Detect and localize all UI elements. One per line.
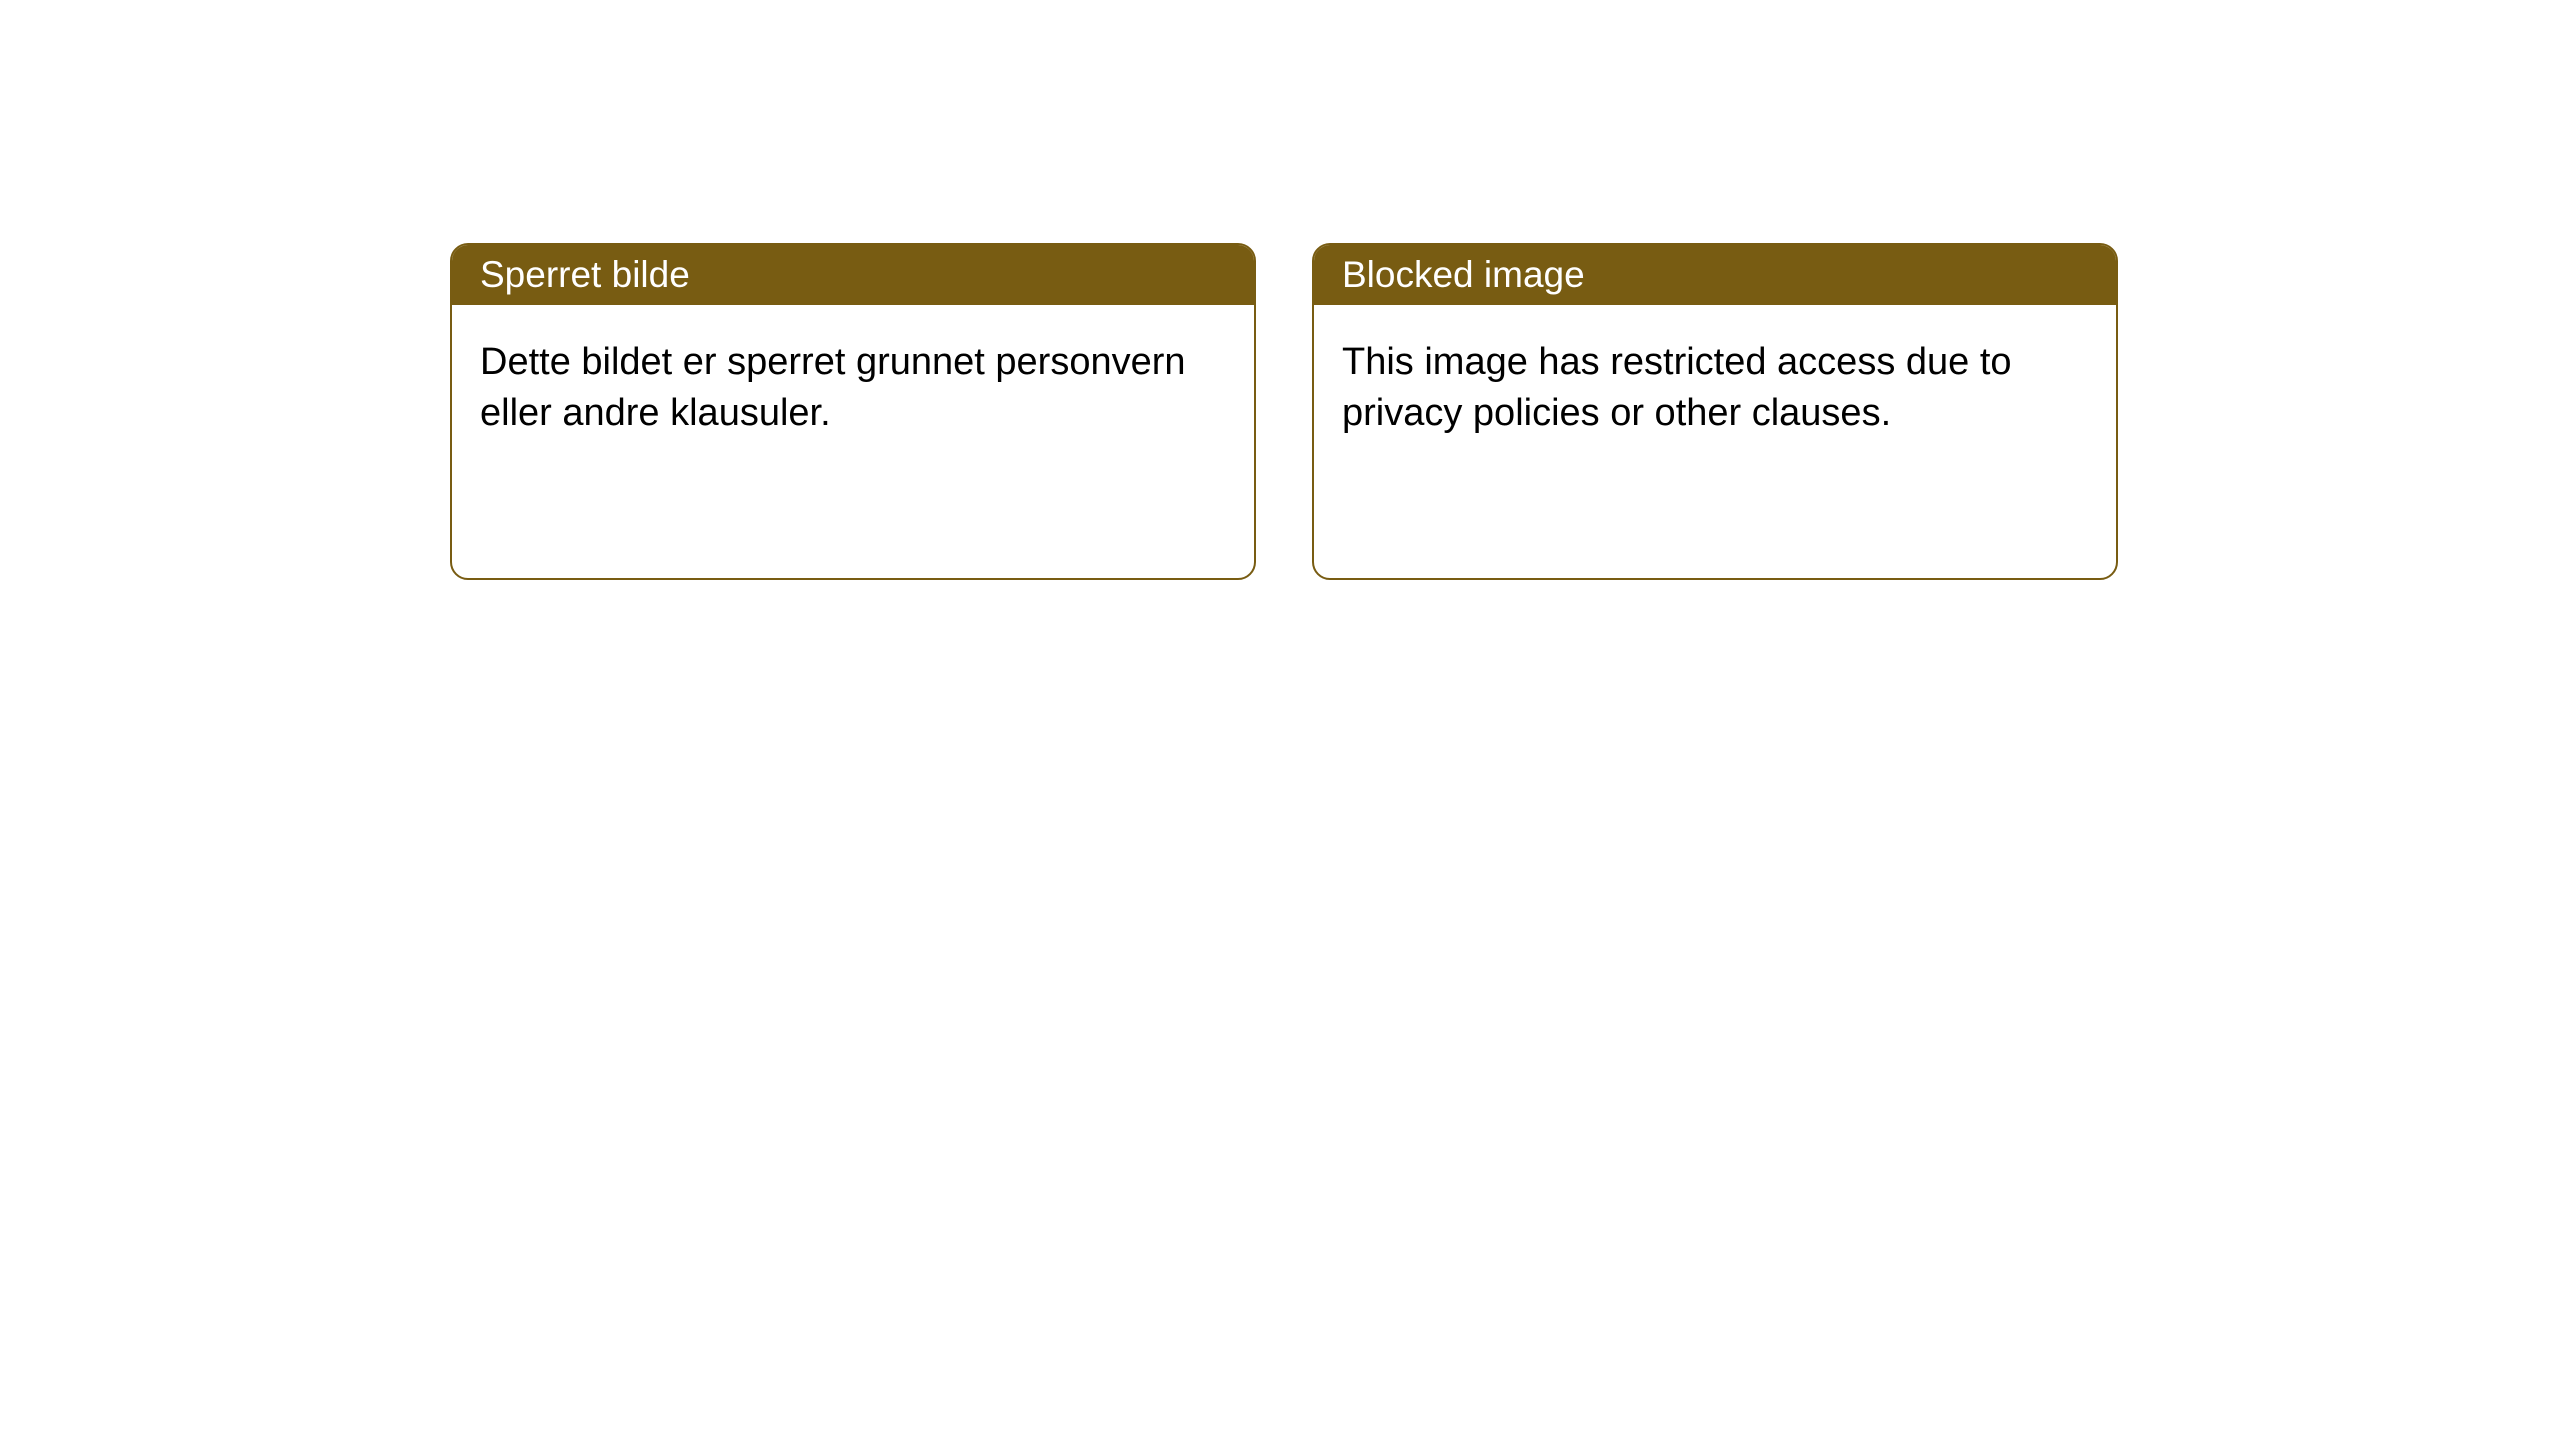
notice-body: Dette bildet er sperret grunnet personve… — [452, 305, 1254, 472]
notice-title: Blocked image — [1342, 254, 1585, 296]
notice-card-english: Blocked image This image has restricted … — [1312, 243, 2118, 580]
notice-title: Sperret bilde — [480, 254, 690, 296]
notice-body-text: Dette bildet er sperret grunnet personve… — [480, 341, 1186, 434]
notice-body-text: This image has restricted access due to … — [1342, 341, 2012, 434]
notice-header: Sperret bilde — [452, 245, 1254, 305]
notice-header: Blocked image — [1314, 245, 2116, 305]
notice-body: This image has restricted access due to … — [1314, 305, 2116, 472]
notice-card-norwegian: Sperret bilde Dette bildet er sperret gr… — [450, 243, 1256, 580]
notice-container: Sperret bilde Dette bildet er sperret gr… — [0, 0, 2560, 580]
